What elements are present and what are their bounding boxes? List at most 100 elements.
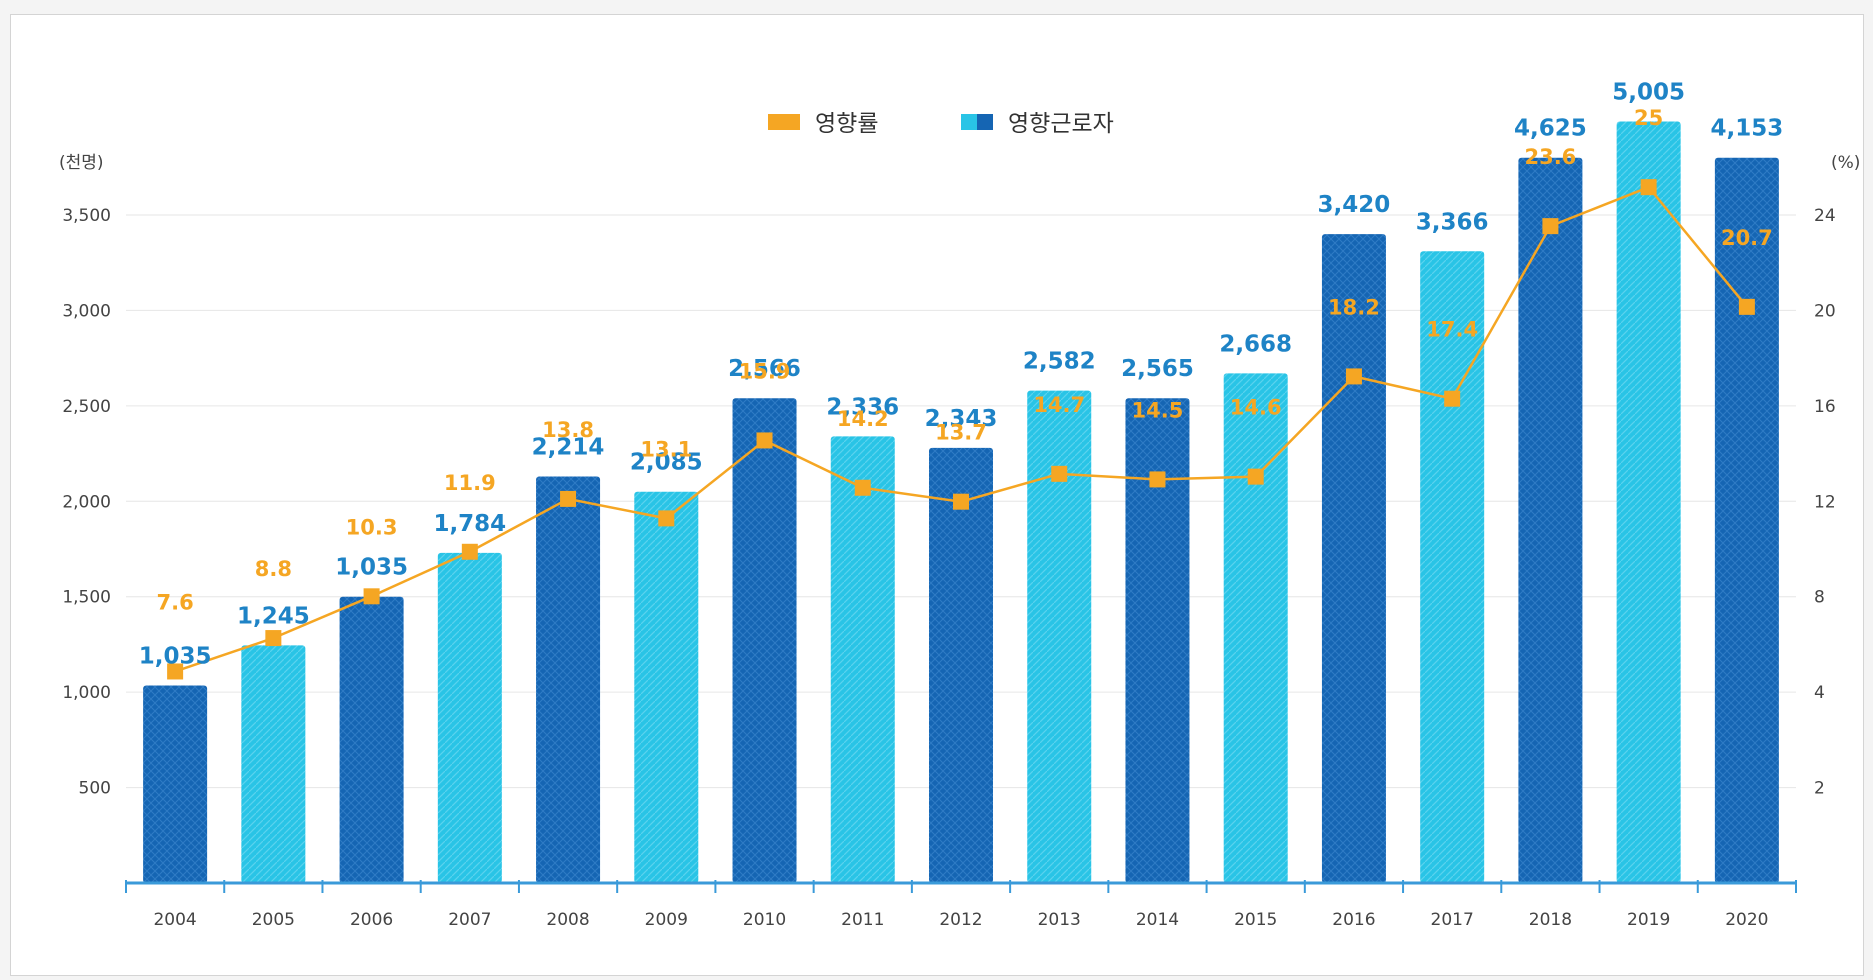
- x-tick-label: 2020: [1725, 910, 1768, 930]
- x-tick-label: 2016: [1332, 910, 1375, 930]
- x-tick-label: 2015: [1234, 910, 1277, 930]
- bar-value-label: 2,566: [728, 356, 801, 382]
- x-tick-label: 2014: [1136, 910, 1179, 930]
- x-tick-label: 2012: [939, 910, 982, 930]
- left-axis-unit: (천명): [59, 153, 104, 173]
- rate-value-label: 14.6: [1230, 396, 1282, 420]
- bar-2014: [1125, 398, 1190, 883]
- rate-value-label: 23.6: [1524, 145, 1576, 169]
- data-labels: 1,035 1,245 1,035 1,784 2,214 2,085 2,566 2,336…: [139, 79, 1784, 669]
- rate-marker: [1247, 468, 1264, 485]
- bar-value-label: 3,420: [1318, 192, 1391, 218]
- rate-value-label: 15.9: [739, 359, 791, 383]
- rate-marker: [1051, 465, 1068, 482]
- bar-value-label: 1,035: [139, 643, 212, 669]
- rate-value-label: 13.8: [542, 418, 594, 442]
- legend-label-rate: 영향률: [815, 111, 878, 137]
- bar-2016: [1321, 234, 1386, 884]
- rate-marker: [1149, 471, 1166, 488]
- right-tick-label: 24: [1814, 206, 1836, 226]
- rate-marker: [1542, 218, 1559, 235]
- bar-2005: [241, 645, 306, 883]
- combo-chart: 2004 2005 2006 2007 2008 2009 2010 2011 2012 2013…: [59, 79, 1860, 930]
- rate-marker: [854, 479, 871, 496]
- bar-value-label: 2,668: [1219, 331, 1292, 357]
- rate-marker: [1345, 368, 1362, 385]
- rate-marker: [1640, 179, 1657, 196]
- right-tick-label: 20: [1814, 301, 1836, 321]
- bar-value-label: 3,366: [1416, 209, 1489, 235]
- rate-marker: [953, 493, 969, 510]
- right-tick-label: 4: [1814, 683, 1825, 703]
- rate-value-label: 13.7: [935, 421, 987, 445]
- bar-2013: [1027, 390, 1092, 883]
- x-tick-label: 2019: [1627, 910, 1670, 930]
- right-tick-label: 16: [1814, 397, 1836, 417]
- bar-value-label: 4,625: [1514, 116, 1587, 142]
- legend-swatch-workers-dark: [977, 114, 993, 130]
- right-tick-label: 12: [1814, 492, 1836, 512]
- legend-swatch-rate: [768, 114, 800, 130]
- bar-series: [143, 121, 1779, 884]
- rate-marker: [1738, 298, 1755, 315]
- x-tick-label: 2007: [448, 910, 491, 930]
- bar-2018: [1518, 157, 1583, 883]
- x-tick-label: 2018: [1529, 910, 1572, 930]
- x-tick-label: 2008: [546, 910, 589, 930]
- rate-marker: [265, 630, 282, 647]
- x-tick-label: 2017: [1431, 910, 1474, 930]
- bar-value-label: 1,245: [237, 603, 310, 629]
- legend-label-workers: 영향근로자: [1008, 111, 1114, 137]
- bar-2019: [1616, 121, 1681, 884]
- x-tick-label: 2006: [350, 910, 393, 930]
- left-tick-label: 500: [79, 779, 111, 799]
- bar-value-label: 4,153: [1710, 116, 1783, 142]
- right-tick-label: 2: [1814, 779, 1825, 799]
- bar-value-label: 2,582: [1023, 349, 1096, 375]
- bar-2017: [1420, 251, 1485, 883]
- rate-value-label: 11.9: [444, 471, 496, 495]
- x-tick-label: 2013: [1038, 910, 1081, 930]
- line-series: [167, 179, 1755, 680]
- bar-2006: [339, 596, 404, 883]
- x-tick-label: 2010: [743, 910, 786, 930]
- left-tick-label: 3,500: [62, 206, 111, 226]
- rate-value-label: 25: [1634, 106, 1663, 130]
- rate-marker: [363, 588, 380, 605]
- rate-value-label: 7.6: [157, 590, 194, 614]
- x-tick-label: 2009: [645, 910, 688, 930]
- rate-value-label: 14.2: [837, 407, 889, 431]
- bar-value-label: 2,565: [1121, 356, 1194, 382]
- axis-ticks: 5001,0001,5002,0002,5003,0003,5002481216…: [59, 153, 1860, 799]
- bar-value-label: 1,784: [433, 511, 506, 537]
- bar-value-label: 2,085: [630, 450, 703, 476]
- x-axis: 2004 2005 2006 2007 2008 2009 2010 2011 2012 2013…: [125, 880, 1797, 930]
- bar-2011: [830, 436, 895, 883]
- rate-marker: [658, 510, 675, 527]
- bar-2008: [536, 476, 601, 883]
- left-tick-label: 1,000: [62, 683, 111, 703]
- bar-value-label: 1,035: [335, 555, 408, 581]
- bar-2015: [1223, 373, 1288, 883]
- x-tick-label: 2011: [841, 910, 884, 930]
- rate-value-label: 8.8: [255, 557, 292, 581]
- bar-2020: [1714, 157, 1779, 883]
- left-tick-label: 1,500: [62, 588, 111, 608]
- rate-marker: [167, 663, 184, 680]
- chart-frame: 2004 2005 2006 2007 2008 2009 2010 2011 2012 2013…: [10, 14, 1864, 976]
- legend: 영향률 영향근로자: [768, 111, 1114, 137]
- left-tick-label: 2,500: [62, 397, 111, 417]
- bar-value-label: 2,214: [532, 434, 605, 460]
- bar-value-label: 5,005: [1612, 79, 1685, 105]
- bar-2009: [634, 491, 699, 883]
- rate-value-label: 18.2: [1328, 295, 1380, 319]
- right-tick-label: 8: [1814, 588, 1825, 608]
- rate-value-label: 14.5: [1132, 398, 1184, 422]
- bar-2012: [929, 447, 993, 883]
- rate-marker: [756, 432, 773, 449]
- rate-value-label: 10.3: [346, 515, 398, 539]
- right-axis-unit: (%): [1831, 153, 1860, 173]
- left-tick-label: 3,000: [62, 301, 111, 321]
- bar-2007: [437, 552, 502, 883]
- rate-value-label: 17.4: [1426, 318, 1478, 342]
